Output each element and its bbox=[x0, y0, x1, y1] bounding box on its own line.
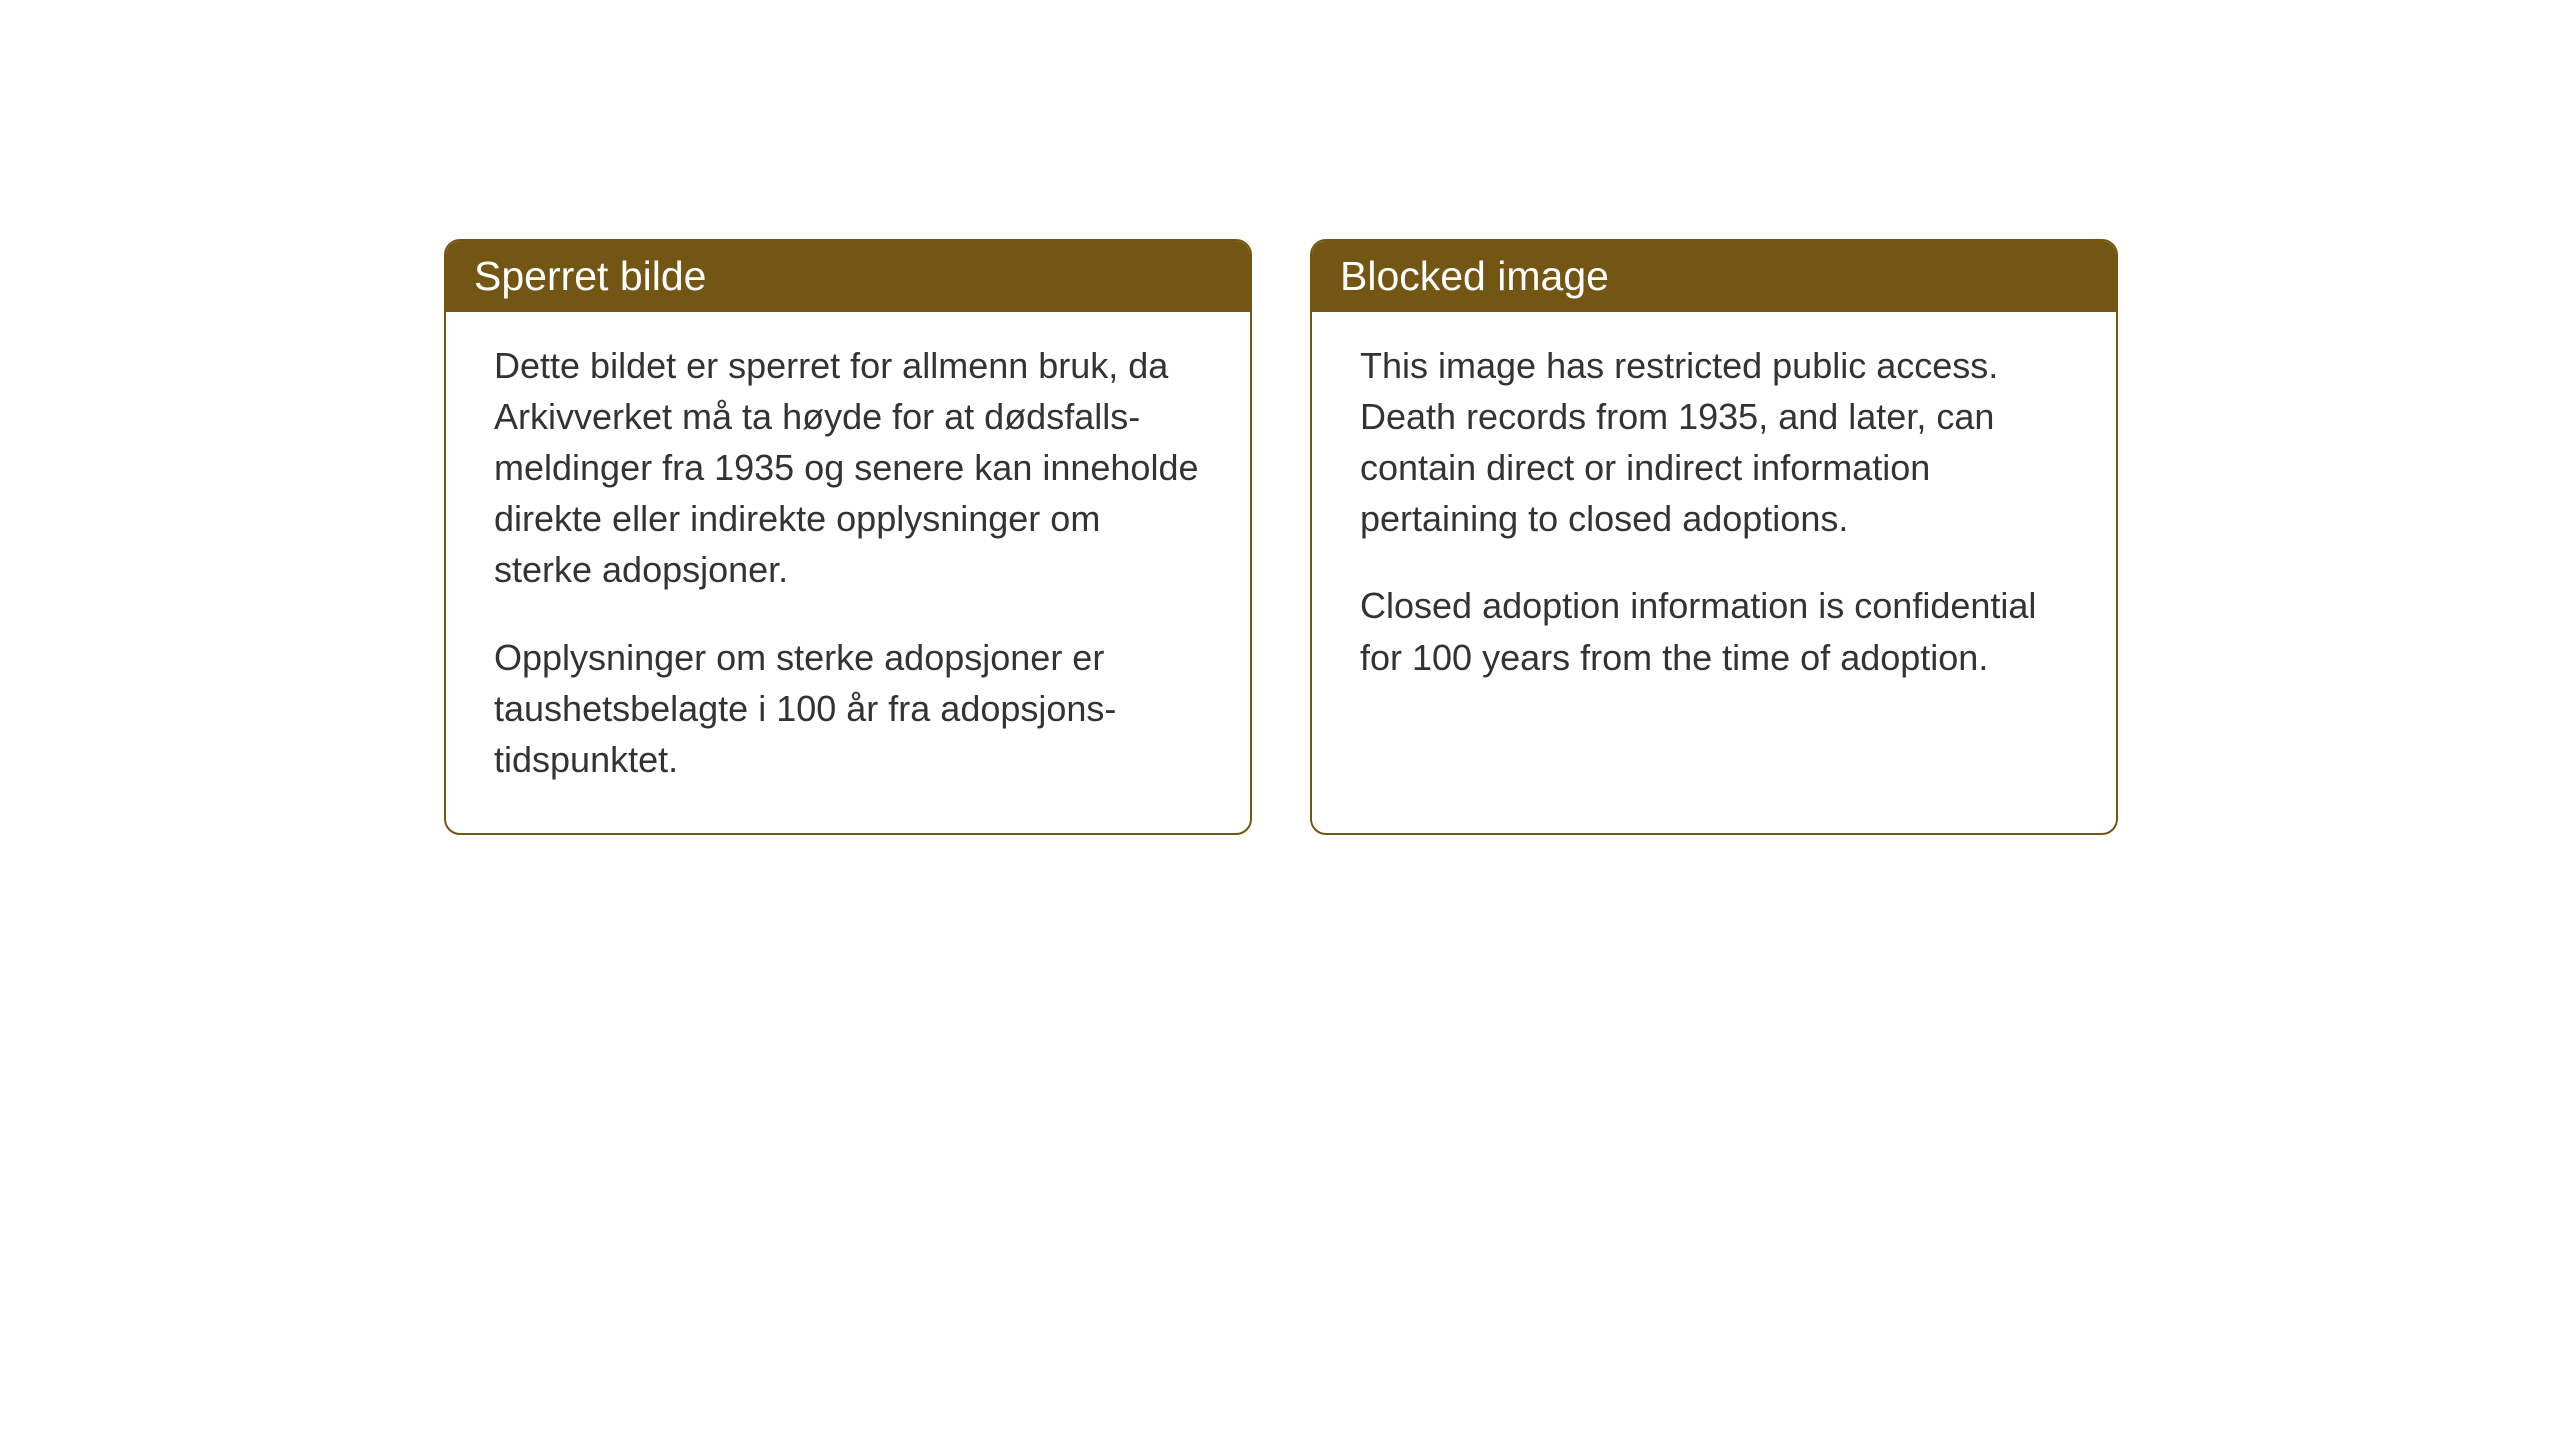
english-paragraph-2: Closed adoption information is confident… bbox=[1360, 580, 2068, 682]
english-card: Blocked image This image has restricted … bbox=[1310, 239, 2118, 835]
english-paragraph-1: This image has restricted public access.… bbox=[1360, 340, 2068, 544]
norwegian-paragraph-1: Dette bildet er sperret for allmenn bruk… bbox=[494, 340, 1202, 596]
norwegian-card: Sperret bilde Dette bildet er sperret fo… bbox=[444, 239, 1252, 835]
norwegian-paragraph-2: Opplysninger om sterke adopsjoner er tau… bbox=[494, 632, 1202, 785]
norwegian-card-title: Sperret bilde bbox=[446, 241, 1250, 312]
english-card-body: This image has restricted public access.… bbox=[1312, 312, 2116, 731]
norwegian-card-body: Dette bildet er sperret for allmenn bruk… bbox=[446, 312, 1250, 833]
english-card-title: Blocked image bbox=[1312, 241, 2116, 312]
notice-container: Sperret bilde Dette bildet er sperret fo… bbox=[444, 239, 2118, 835]
